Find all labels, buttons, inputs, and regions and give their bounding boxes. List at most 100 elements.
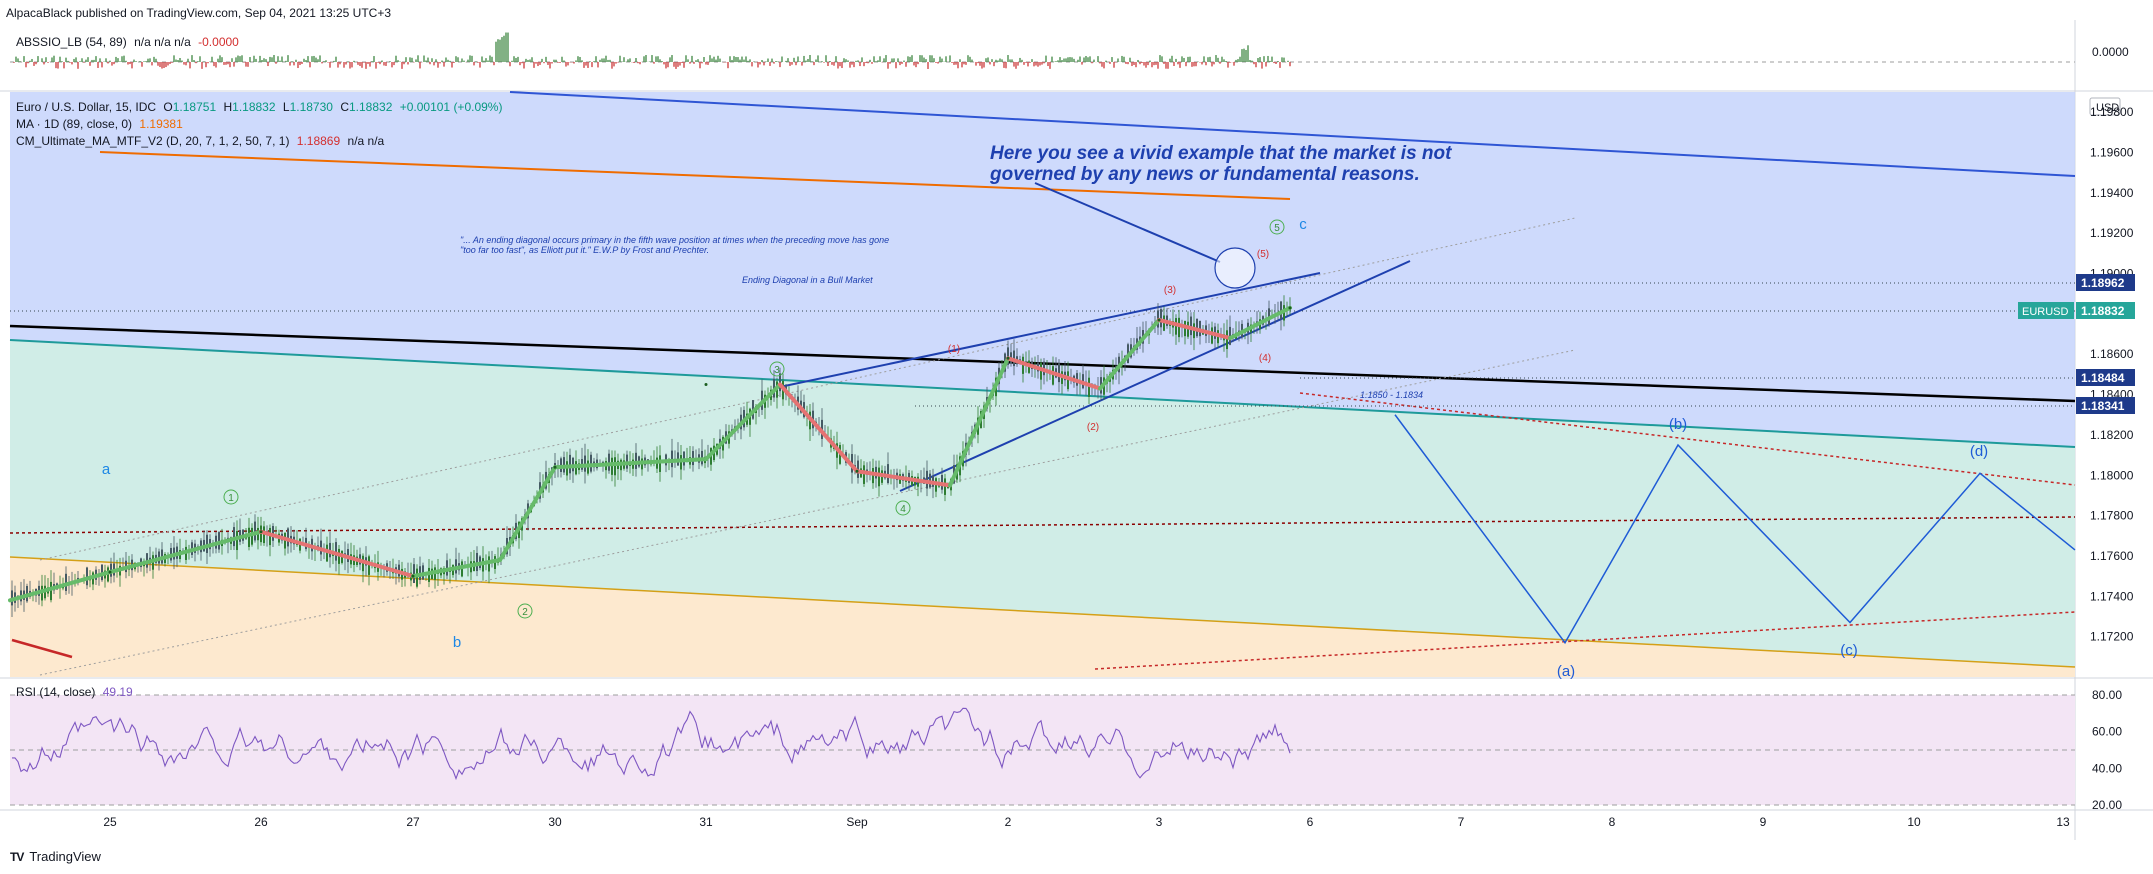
candle-body xyxy=(1058,363,1060,383)
wave-label-pc: (c) xyxy=(1840,642,1858,659)
candle-body xyxy=(233,527,235,547)
candle-body xyxy=(1052,366,1054,385)
indicator-histogram xyxy=(11,32,1291,69)
low-value: 1.18730 xyxy=(289,100,333,114)
ma-legend: MA · 1D (89, close, 0) 1.19381 xyxy=(16,117,187,131)
candle-body xyxy=(206,534,208,554)
ma-overlay-segment xyxy=(948,356,1010,488)
main-series xyxy=(108,306,1292,578)
projection-zigzag xyxy=(1394,414,2076,645)
time-tick-label: Sep xyxy=(846,815,868,829)
price-tick-label: 1.19800 xyxy=(2090,105,2134,119)
price-tag-value: 1.18484 xyxy=(2081,371,2125,385)
ma-overlay-segment xyxy=(553,457,708,470)
gray-parallel-lower xyxy=(39,349,1576,676)
candle-body xyxy=(878,467,880,487)
wave-label-5: 5 xyxy=(1274,223,1280,234)
candle-body xyxy=(335,542,337,561)
teal-channel-zone xyxy=(10,340,2075,667)
candle-body xyxy=(50,581,52,601)
wave-label-d1: (1) xyxy=(948,344,960,355)
indicator-top-values: n/a n/a n/a xyxy=(134,35,191,49)
highlight-circle xyxy=(1214,247,1256,289)
cm-name[interactable]: CM_Ultimate_MA_MTF_V2 (D, 20, 7, 1, 2, 5… xyxy=(16,134,290,148)
quote-annotation-line2: "too far too fast", as Elliott put it." … xyxy=(460,245,709,255)
candle-body xyxy=(1007,347,1009,365)
candle-body xyxy=(263,526,265,544)
time-tick-label: 26 xyxy=(254,815,268,829)
price-tag-symbol: EURUSD xyxy=(2022,306,2069,318)
tradingview-logo-text: TradingView xyxy=(29,849,101,864)
time-tick-label: 30 xyxy=(548,815,562,829)
candle-body xyxy=(476,552,478,572)
rsi-tick-label: 20.00 xyxy=(2092,798,2122,812)
time-tick-label: 9 xyxy=(1760,815,1767,829)
time-tick-label: 2 xyxy=(1005,815,1012,829)
wave-label-pb: (b) xyxy=(1669,416,1687,433)
price-tag-bg xyxy=(2076,302,2135,319)
indicator-axis-label: 0.0000 xyxy=(2092,45,2129,59)
price-tick-label: 1.19400 xyxy=(2090,186,2134,200)
candle-body xyxy=(1226,330,1228,350)
cm-value: 1.18869 xyxy=(296,134,341,148)
price-tick-label: 1.17400 xyxy=(2090,589,2134,603)
orange-channel-line xyxy=(9,556,2076,668)
series-point xyxy=(855,469,859,473)
upper-channel-line xyxy=(509,91,2076,177)
ma-overlay-segment xyxy=(259,529,415,579)
orange-zone xyxy=(10,557,2075,677)
candle-body xyxy=(857,460,859,478)
high-label: H xyxy=(223,100,233,114)
rsi-name[interactable]: RSI (14, close) xyxy=(16,685,96,699)
ma-value: 1.19381 xyxy=(139,117,183,131)
rsi-tick-label: 40.00 xyxy=(2092,761,2122,775)
candle-body xyxy=(1175,318,1177,335)
ma-orange-line xyxy=(99,151,1291,200)
price-tag-symbol-bg xyxy=(2018,302,2074,319)
candle-body xyxy=(659,455,661,472)
cm-legend: CM_Ultimate_MA_MTF_V2 (D, 20, 7, 1, 2, 5… xyxy=(16,134,388,148)
tradingview-logo[interactable]: TV TradingView xyxy=(10,849,101,864)
time-tick-label: 10 xyxy=(1907,815,1921,829)
series-point xyxy=(553,465,557,469)
wave-label-pd: (d) xyxy=(1970,443,1988,460)
ma-overlay-segment xyxy=(1098,317,1161,391)
symbol-name[interactable]: Euro / U.S. Dollar, 15, IDC xyxy=(16,100,157,114)
wave-label-1: 1 xyxy=(228,493,234,504)
candle-body xyxy=(779,373,781,392)
time-tick-label: 6 xyxy=(1307,815,1314,829)
dotted-support-line xyxy=(9,516,2076,534)
wave-label-a: a xyxy=(102,461,111,478)
diagonal-lower-line xyxy=(899,260,1411,492)
ma-name[interactable]: MA · 1D (89, close, 0) xyxy=(16,117,133,131)
ma-overlay-segment xyxy=(778,382,859,474)
price-tag-value: 1.18832 xyxy=(2081,304,2125,318)
ma-red-segment xyxy=(11,638,73,659)
candle-body xyxy=(251,527,253,545)
price-tick-label: 1.18200 xyxy=(2090,428,2134,442)
change-value: +0.00101 (+0.09%) xyxy=(399,100,503,114)
ma-overlay-segment xyxy=(1228,305,1292,341)
series-point xyxy=(704,383,708,386)
candle-body xyxy=(590,454,592,472)
time-tick-label: 27 xyxy=(406,815,420,829)
ma-overlay-segment xyxy=(411,558,502,579)
series-point xyxy=(259,530,263,534)
high-value: 1.18832 xyxy=(232,100,276,114)
wave-label-5-circle xyxy=(1269,219,1285,235)
ma-overlay-segment xyxy=(855,469,952,488)
time-tick-label: 13 xyxy=(2056,815,2070,829)
price-tag-value: 1.18341 xyxy=(2081,399,2125,413)
ma-overlay-segment xyxy=(108,529,263,575)
tradingview-logo-icon: TV xyxy=(10,849,24,864)
price-tag-value: 1.18962 xyxy=(2081,276,2125,290)
indicator-top-value: -0.0000 xyxy=(198,35,239,49)
price-tick-label: 1.19200 xyxy=(2090,226,2134,240)
candle-body xyxy=(413,564,415,584)
black-trend-line xyxy=(9,324,2076,403)
open-label: O xyxy=(163,100,173,114)
wave-label-4-circle xyxy=(895,500,911,516)
quote-annotation-line1: "... An ending diagonal occurs primary i… xyxy=(460,235,889,245)
rsi-tick-label: 60.00 xyxy=(2092,725,2122,739)
